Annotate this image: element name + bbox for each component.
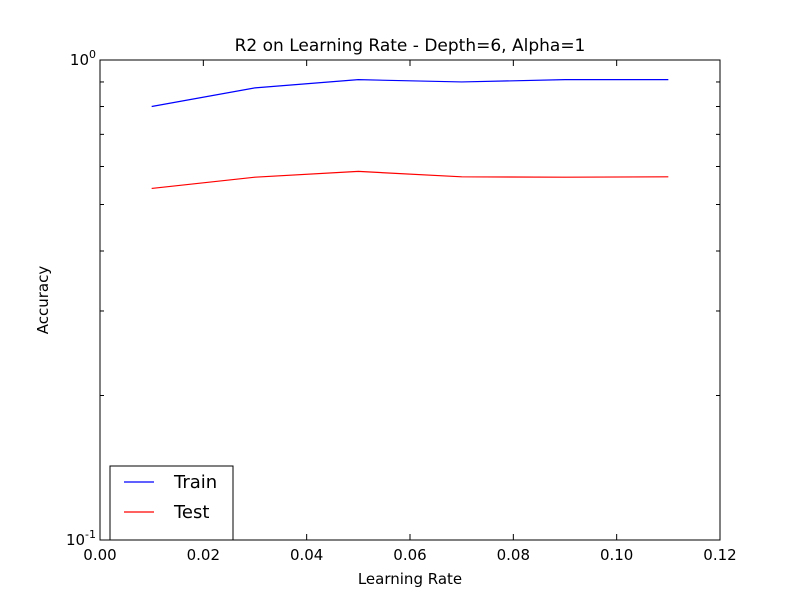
- y-tick-label: 10-1: [66, 528, 96, 549]
- y-axis-label: Accuracy: [34, 266, 52, 335]
- x-tick-label: 0.02: [187, 546, 220, 564]
- series-line-test: [151, 170, 669, 190]
- chart-title: R2 on Learning Rate - Depth=6, Alpha=1: [235, 36, 586, 56]
- legend-label-test: Test: [173, 502, 209, 523]
- plot-frame: [99, 59, 721, 541]
- x-tick-label: 0.12: [703, 546, 736, 564]
- y-tick-label: 100: [70, 48, 96, 69]
- x-tick-label: 0.08: [497, 546, 530, 564]
- legend-box: [109, 465, 234, 541]
- legend-label-train: Train: [173, 472, 217, 493]
- series-layer: [151, 79, 669, 190]
- legend: Train Test: [109, 465, 234, 541]
- x-axis-label: Learning Rate: [358, 570, 462, 588]
- series-line-train: [151, 79, 669, 108]
- x-tick-label: 0.10: [600, 546, 633, 564]
- x-tick-label: 0.00: [83, 546, 116, 564]
- x-tick-label: 0.04: [290, 546, 323, 564]
- x-tick-label: 0.06: [393, 546, 426, 564]
